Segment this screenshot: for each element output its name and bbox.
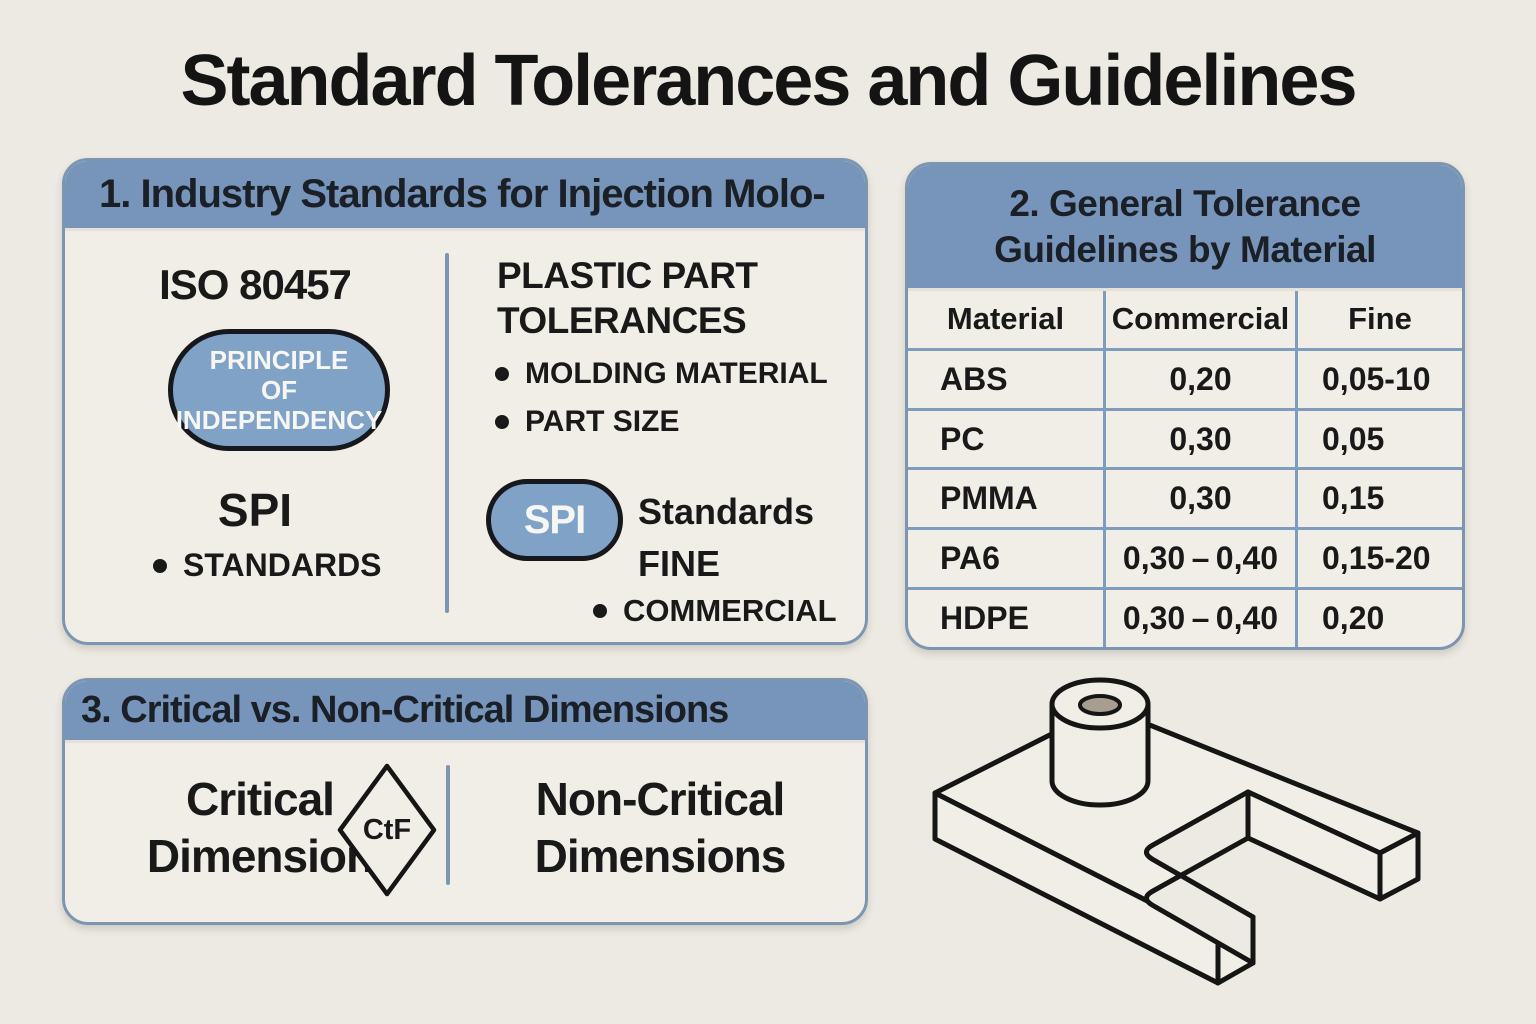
table-cell: PC: [908, 410, 1106, 468]
part-size-bullet: PART SIZE: [495, 405, 679, 439]
header-line: 2. General Tolerance: [1009, 182, 1361, 224]
table-cell: HDPE: [908, 590, 1106, 647]
commercial-bullet: COMMERCIAL: [593, 593, 837, 629]
table-header-row: Material Commercial Fine: [908, 291, 1462, 351]
table-row: PMMA 0,30 0,15: [908, 470, 1462, 531]
column-header-material: Material: [908, 291, 1106, 348]
critical-dimension-label: Critical Dimension: [95, 771, 425, 885]
bullet-dot-icon: [495, 367, 509, 381]
table-row: HDPE 0,30 – 0,40 0,20: [908, 590, 1462, 647]
panel1-header: 1. Industry Standards for Injection Molo…: [65, 161, 865, 231]
table-cell: 0,30: [1106, 470, 1298, 528]
table-cell: 0,15: [1322, 480, 1385, 517]
principle-of-independency-pill: PRINCIPLE OF INDEPENDENCY: [168, 329, 390, 451]
pill-line: OF: [260, 375, 298, 405]
ctf-label: CtF: [362, 813, 412, 846]
panel1-column-divider: [445, 253, 449, 613]
bullet-label: MOLDING MATERIAL: [525, 357, 828, 390]
spi-heading: SPI: [217, 484, 293, 536]
bullet-label: PART SIZE: [525, 405, 680, 438]
molding-material-bullet: MOLDING MATERIAL: [495, 357, 828, 391]
bullet-label: STANDARDS: [183, 547, 382, 583]
plastic-part-tolerances-heading: PLASTIC PART TOLERANCES: [497, 253, 758, 343]
table-cell: ABS: [908, 350, 1106, 408]
table-cell: 0,05: [1322, 420, 1385, 457]
heading-line: PLASTIC PART: [497, 255, 758, 296]
bullet-label: COMMERCIAL: [623, 593, 837, 628]
bullet-dot-icon: [593, 604, 607, 618]
heading-line: TOLERANCES: [497, 300, 747, 341]
table-cell: 0,20: [1106, 350, 1298, 408]
pill-line: INDEPENDENCY: [175, 405, 383, 435]
header-line: Guidelines by Material: [994, 228, 1376, 270]
label-line: Critical: [186, 773, 335, 825]
table-row: PA6 0,30 – 0,40 0,15-20: [908, 530, 1462, 591]
iso-heading: ISO 80457: [159, 261, 352, 308]
label-line: Dimensions: [534, 830, 787, 882]
label-line: Dimension: [146, 830, 374, 882]
pill-line: PRINCIPLE: [209, 345, 349, 375]
panel3-header: 3. Critical vs. Non-Critical Dimensions: [65, 681, 865, 743]
panel2-header: 2. General Tolerance Guidelines by Mater…: [908, 165, 1462, 291]
non-critical-dimensions-label: Non-Critical Dimensions: [485, 771, 835, 885]
bullet-dot-icon: [153, 558, 167, 573]
label-line: Non-Critical: [535, 773, 786, 825]
table-cell: 0,30 – 0,40: [1106, 530, 1298, 588]
table-row: ABS 0,20 0,05-10: [908, 350, 1462, 411]
spi-pill: SPI: [486, 479, 623, 561]
ctf-diamond-icon: CtF: [337, 763, 437, 897]
column-header-commercial: Commercial: [1106, 291, 1298, 348]
table-cell: 0,15-20: [1322, 540, 1431, 577]
table-cell: 0,05-10: [1322, 360, 1431, 397]
panel3-column-divider: [446, 765, 450, 885]
spi-pill-caption: Standards: [638, 491, 815, 532]
panel-critical-dimensions: 3. Critical vs. Non-Critical Dimensions …: [62, 678, 868, 925]
table-row: PC 0,30 0,05: [908, 410, 1462, 471]
tolerance-table: Material Commercial Fine ABS 0,20 0,05-10 P…: [908, 291, 1462, 647]
bullet-dot-icon: [495, 415, 509, 429]
isometric-part-drawing-icon: [932, 677, 1421, 986]
panel-industry-standards: 1. Industry Standards for Injection Molo…: [62, 158, 868, 645]
panel-tolerance-guidelines: 2. General Tolerance Guidelines by Mater…: [905, 162, 1465, 650]
standards-bullet: STANDARDS: [153, 547, 382, 584]
table-cell: 0,30: [1106, 410, 1298, 468]
page-title: Standard Tolerances and Guidelines: [180, 41, 1358, 121]
table-cell: PA6: [908, 530, 1106, 588]
table-cell: PMMA: [908, 470, 1106, 528]
column-header-fine: Fine: [1348, 301, 1412, 337]
fine-label: FINE: [638, 543, 721, 584]
table-cell: 0,20: [1322, 600, 1385, 637]
table-cell: 0,30 – 0,40: [1106, 590, 1298, 647]
